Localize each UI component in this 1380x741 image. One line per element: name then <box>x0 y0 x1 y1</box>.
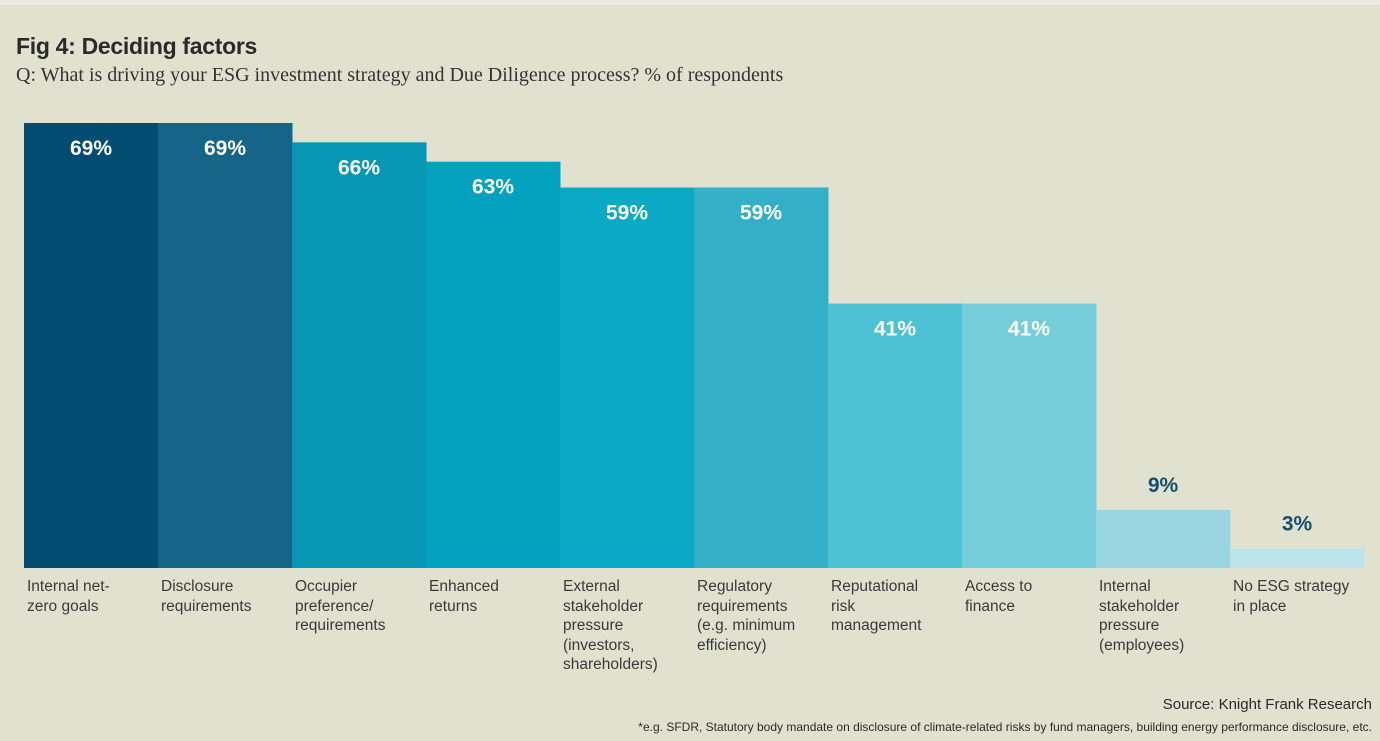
data-label: 59% <box>740 201 782 224</box>
x-tick-label: Disclosure requirements <box>161 578 252 615</box>
data-label: 41% <box>1008 318 1050 341</box>
x-tick-label: Enhanced returns <box>429 578 499 615</box>
bar-1 <box>24 123 159 568</box>
data-label: 3% <box>1282 513 1313 536</box>
top-strip <box>0 0 1380 5</box>
bar-8 <box>962 303 1097 568</box>
x-tick-label: Occupier preference/requirements <box>295 578 386 634</box>
x-tick-label: Regulatory requirements (e.g. minimum effic… <box>697 578 796 654</box>
bar-9 <box>1096 509 1231 568</box>
data-label: 63% <box>472 176 514 199</box>
footnote: *e.g. SFDR, Statutory body mandate on di… <box>638 720 1372 734</box>
chart-subtitle: Q: What is driving your ESG investment s… <box>16 64 784 86</box>
bar-6 <box>694 187 829 569</box>
bar-7 <box>828 303 963 568</box>
bar-5 <box>560 187 695 569</box>
x-tick-label: External stakeholder pressure (investors, sh… <box>563 578 658 673</box>
data-label: 69% <box>70 137 112 160</box>
source-note: Source: Knight Frank Research <box>1162 696 1372 713</box>
bar-4 <box>426 161 561 568</box>
x-tick-label: Internal net-zero goals <box>27 578 110 615</box>
data-label: 9% <box>1148 474 1179 497</box>
x-tick-label: Access to finance <box>965 578 1033 615</box>
data-label: 59% <box>606 201 648 224</box>
bar-3 <box>292 142 427 568</box>
chart-title: Fig 4: Deciding factors <box>16 33 258 59</box>
x-tick-label: Reputational risk management <box>831 578 922 634</box>
x-tick-label: Internal stakeholder pressure (employees) <box>1099 578 1185 654</box>
bar-2 <box>158 123 293 568</box>
data-label: 66% <box>338 156 380 179</box>
x-tick-label: No ESG strategy in place <box>1233 578 1350 615</box>
bar-10 <box>1230 548 1365 568</box>
data-label: 69% <box>204 137 246 160</box>
data-label: 41% <box>874 318 916 341</box>
